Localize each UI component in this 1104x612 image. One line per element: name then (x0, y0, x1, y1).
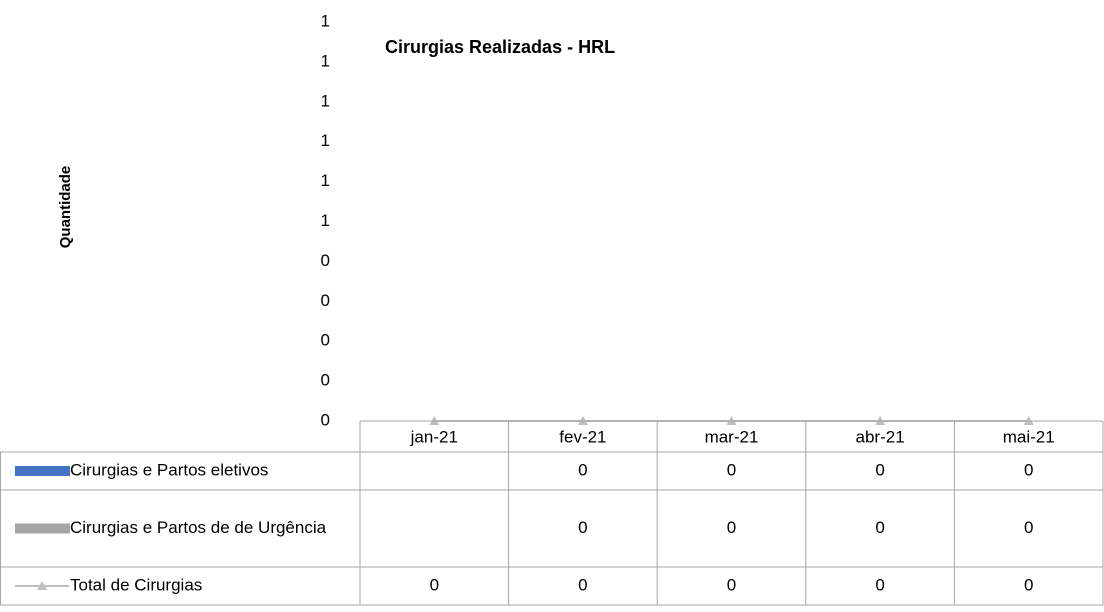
legend-label: Total de Cirurgias (70, 575, 202, 594)
table-value: 0 (875, 460, 884, 479)
table-value: 0 (875, 575, 884, 594)
x-tick-label: abr-21 (856, 427, 905, 446)
y-tick-label: 1 (321, 131, 330, 150)
table-value: 0 (875, 518, 884, 537)
table-value: 0 (578, 575, 587, 594)
y-tick-label: 0 (321, 291, 330, 310)
legend-label: Cirurgias e Partos de de Urgência (70, 518, 327, 537)
table-value: 0 (430, 575, 439, 594)
y-tick-label: 1 (321, 91, 330, 110)
y-tick-label: 1 (321, 51, 330, 70)
table-value: 0 (578, 460, 587, 479)
y-axis-label: Quantidade (57, 166, 74, 249)
y-tick-label: 1 (321, 11, 330, 30)
x-tick-label: fev-21 (559, 427, 606, 446)
y-tick-label: 0 (321, 331, 330, 350)
y-tick-label: 1 (321, 211, 330, 230)
table-value: 0 (727, 460, 736, 479)
table-value: 0 (1024, 518, 1033, 537)
y-tick-label: 0 (321, 371, 330, 390)
y-tick-label: 0 (321, 251, 330, 270)
table-value: 0 (1024, 460, 1033, 479)
table-value: 0 (1024, 575, 1033, 594)
table-value: 0 (578, 518, 587, 537)
y-tick-label: 1 (321, 171, 330, 190)
x-tick-label: jan-21 (410, 427, 458, 446)
x-tick-label: mar-21 (705, 427, 759, 446)
legend-key (15, 466, 70, 476)
legend-label: Cirurgias e Partos eletivos (70, 460, 268, 479)
table-value: 0 (727, 518, 736, 537)
legend-key (37, 581, 47, 590)
chart-title: Cirurgias Realizadas - HRL (385, 37, 615, 57)
y-tick-label: 0 (321, 410, 330, 429)
legend-key (15, 523, 70, 534)
table-value: 0 (727, 575, 736, 594)
x-tick-label: mai-21 (1003, 427, 1055, 446)
